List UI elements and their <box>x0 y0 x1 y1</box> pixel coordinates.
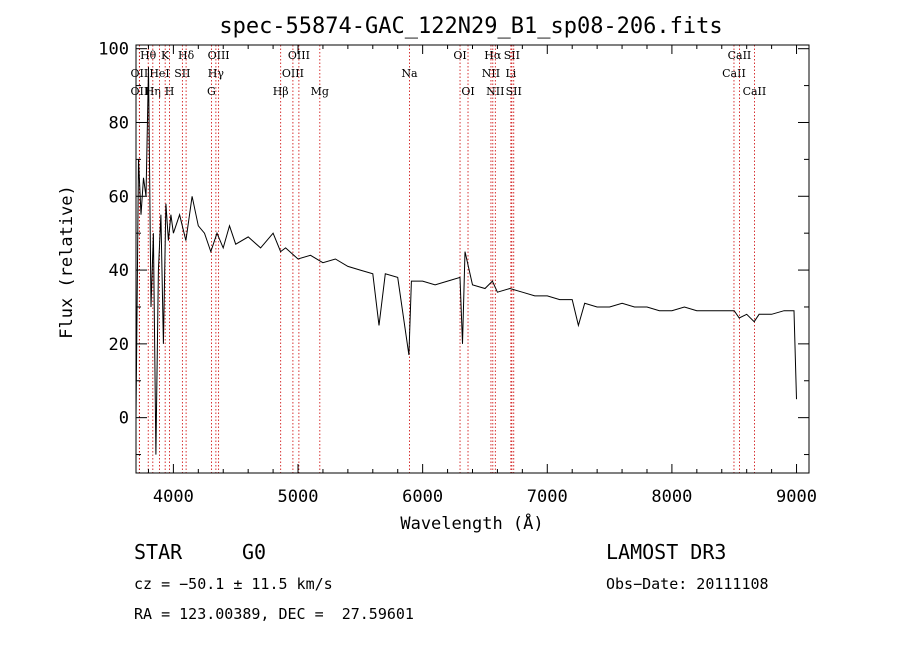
line-label: SII <box>506 85 522 98</box>
line-label: CaII <box>743 85 767 98</box>
x-tick-label: 4000 <box>153 487 194 507</box>
line-label: SII <box>504 49 520 62</box>
line-label: OI <box>453 49 466 62</box>
survey-name: LAMOST DR3 <box>606 540 727 564</box>
line-label: Li <box>505 67 516 80</box>
line-label: SII <box>174 67 190 80</box>
axis-ticks: 4000 5000 6000 7000 8000 9000 0 20 40 60 80 100 <box>98 40 817 507</box>
line-label: Hθ <box>140 49 157 62</box>
line-label: NII <box>482 67 500 80</box>
y-tick-label: 20 <box>109 335 129 355</box>
line-label: Mg <box>311 85 329 98</box>
line-label: Hδ <box>178 49 195 62</box>
redshift-cz: cz = −50.1 ± 11.5 km/s <box>134 575 333 593</box>
y-axis-label: Flux (relative) <box>57 185 77 339</box>
y-tick-label: 80 <box>109 113 129 133</box>
line-label: CaII <box>728 49 752 62</box>
y-tick-label: 0 <box>119 409 129 429</box>
spectrum-line <box>135 67 797 455</box>
line-label: OIII <box>288 49 310 62</box>
line-label: HeI <box>149 67 169 80</box>
line-label: CaII <box>722 67 746 80</box>
y-tick-label: 60 <box>109 187 129 207</box>
line-label: Na <box>401 67 418 80</box>
plot-frame <box>135 44 810 474</box>
line-label: K <box>161 49 170 62</box>
line-label: OIII <box>282 67 304 80</box>
line-label: OII <box>131 67 149 80</box>
coordinates: RA = 123.00389, DEC = 27.59601 <box>134 605 414 623</box>
line-label: H <box>165 85 175 98</box>
line-label: OIII <box>208 49 230 62</box>
line-label: Hγ <box>208 67 225 80</box>
line-label: Hα <box>484 49 502 62</box>
x-tick-label: 7000 <box>527 487 568 507</box>
line-label: G <box>207 85 216 98</box>
object-class: STAR <box>134 540 183 564</box>
x-tick-label: 9000 <box>776 487 817 507</box>
chart-title: spec-55874-GAC_122N29_B1_sp08-206.fits <box>219 14 722 39</box>
spectrum-series <box>135 67 797 455</box>
line-label: Hη <box>145 85 161 98</box>
x-axis-label: Wavelength (Å) <box>400 512 543 534</box>
y-tick-label: 40 <box>109 261 129 281</box>
x-tick-label: 6000 <box>402 487 443 507</box>
line-label: OI <box>461 85 474 98</box>
line-markers: OIIHθOIIHηHeIKHSIIHδGHγOIIIHβOIIIOIIIMgN… <box>131 45 767 473</box>
line-label: NII <box>486 85 504 98</box>
object-subclass: G0 <box>242 540 267 564</box>
observation-date: Obs−Date: 20111108 <box>606 575 769 593</box>
y-tick-label: 100 <box>98 40 129 60</box>
x-tick-label: 8000 <box>651 487 692 507</box>
line-label: Hβ <box>273 85 289 98</box>
x-tick-label: 5000 <box>278 487 319 507</box>
